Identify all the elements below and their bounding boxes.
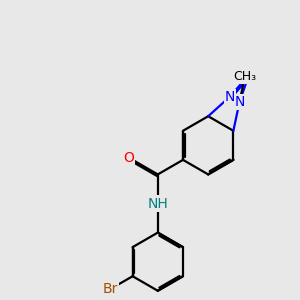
Text: NH: NH xyxy=(147,196,168,211)
Text: N: N xyxy=(244,68,254,82)
Text: N: N xyxy=(234,95,244,109)
Text: O: O xyxy=(123,151,134,165)
Text: Br: Br xyxy=(102,282,118,296)
Text: N: N xyxy=(225,90,235,104)
Text: CH₃: CH₃ xyxy=(233,70,256,83)
